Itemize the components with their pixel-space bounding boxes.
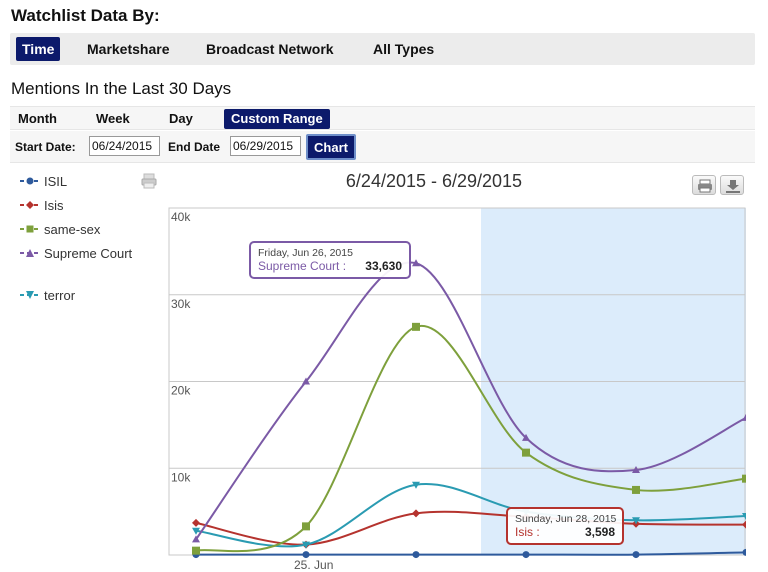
data-point-terror (632, 517, 640, 525)
legend-square-marker-icon (20, 225, 40, 233)
data-point-supreme-court (302, 377, 310, 385)
data-point-isil (742, 548, 746, 556)
section-title: Mentions In the Last 30 Days (11, 79, 232, 98)
data-point-isil (632, 551, 640, 559)
tab-all-types[interactable]: All Types (373, 41, 435, 57)
tooltip-date: Friday, Jun 26, 2015 (258, 247, 353, 259)
print-icon (698, 179, 712, 193)
legend-item-isil[interactable]: ISIL (20, 172, 145, 192)
y-tick-label: 20k (171, 384, 191, 398)
legend-item-same-sex[interactable]: same-sex (20, 220, 145, 240)
legend-diamond-marker-icon (20, 201, 40, 209)
download-button[interactable] (720, 175, 744, 195)
series-line-isil (195, 551, 746, 556)
data-point-supreme-court (742, 413, 746, 421)
print-small-icon[interactable] (141, 173, 157, 189)
tab-marketshare[interactable]: Marketshare (87, 41, 170, 57)
chart-legend: ISIL Isis same-sex Supreme Court terror (20, 172, 145, 310)
range-tab-month[interactable]: Month (18, 111, 57, 126)
range-tab-day[interactable]: Day (169, 111, 193, 126)
y-tick-label: 30k (171, 297, 191, 311)
series-line-terror (195, 482, 746, 548)
download-icon (726, 180, 740, 193)
start-date-label: Start Date: (15, 140, 76, 154)
data-point-isis (412, 509, 420, 518)
page-title: Watchlist Data By: (11, 6, 160, 25)
end-date-label: End Date (168, 140, 221, 154)
chart-button[interactable]: Chart (306, 134, 356, 160)
data-point-same-sex (522, 448, 530, 457)
legend-circle-marker-icon (20, 177, 40, 185)
end-date-input[interactable] (230, 136, 301, 156)
legend-item-isis[interactable]: Isis (20, 196, 145, 216)
tooltip-date: Sunday, Jun 28, 2015 (515, 513, 617, 525)
tooltip-series: Isis : (515, 525, 540, 539)
tooltip-value: 33,630 (365, 259, 402, 273)
legend-label: same-sex (44, 222, 101, 237)
view-tab-bar: Time Marketshare Broadcast Network All T… (10, 33, 755, 65)
start-date-input[interactable] (89, 136, 160, 156)
data-point-same-sex (192, 546, 200, 555)
data-point-isil (302, 551, 310, 559)
tab-time[interactable]: Time (16, 37, 61, 61)
tooltip-series: Supreme Court : (258, 259, 346, 273)
legend-label: Supreme Court (44, 246, 133, 261)
data-point-isis (742, 520, 746, 529)
data-point-supreme-court (192, 535, 200, 543)
data-point-same-sex (412, 322, 420, 331)
range-tab-week[interactable]: Week (96, 111, 130, 126)
data-point-isil (522, 551, 530, 559)
tab-broadcast-network[interactable]: Broadcast Network (206, 41, 334, 57)
y-tick-label: 40k (171, 210, 191, 224)
data-point-same-sex (302, 522, 310, 531)
date-range-bar: Start Date: End Date Chart (10, 131, 755, 163)
legend-item-supreme-court[interactable]: Supreme Court (20, 244, 145, 282)
legend-label: terror (44, 288, 76, 303)
series-line-isis (195, 510, 746, 546)
chart-title: 6/24/2015 - 6/29/2015 (345, 171, 523, 191)
data-point-supreme-court (412, 259, 420, 267)
data-point-supreme-court (522, 433, 530, 441)
data-point-terror (302, 541, 310, 549)
range-tab-custom-range[interactable]: Custom Range (224, 109, 330, 129)
range-tab-bar: Month Week Day Custom Range (10, 106, 755, 130)
tooltip-value: 3,598 (585, 525, 615, 539)
data-point-terror (412, 481, 420, 489)
y-tick-label: 10k (171, 470, 191, 484)
legend-triangle-down-marker-icon (20, 291, 40, 299)
data-point-same-sex (742, 474, 746, 483)
data-point-isis (192, 518, 200, 527)
tooltip-box (506, 507, 624, 545)
legend-item-terror[interactable]: terror (20, 286, 145, 306)
x-tick-label: 25. Jun (294, 558, 333, 572)
data-point-terror (192, 527, 200, 535)
tooltip-box (249, 241, 411, 279)
data-point-supreme-court (632, 465, 640, 473)
print-button[interactable] (692, 175, 716, 195)
legend-triangle-marker-icon (20, 249, 40, 257)
data-point-isil (412, 551, 420, 559)
data-point-same-sex (632, 485, 640, 494)
legend-label: Isis (44, 198, 64, 213)
legend-label: ISIL (44, 174, 68, 189)
